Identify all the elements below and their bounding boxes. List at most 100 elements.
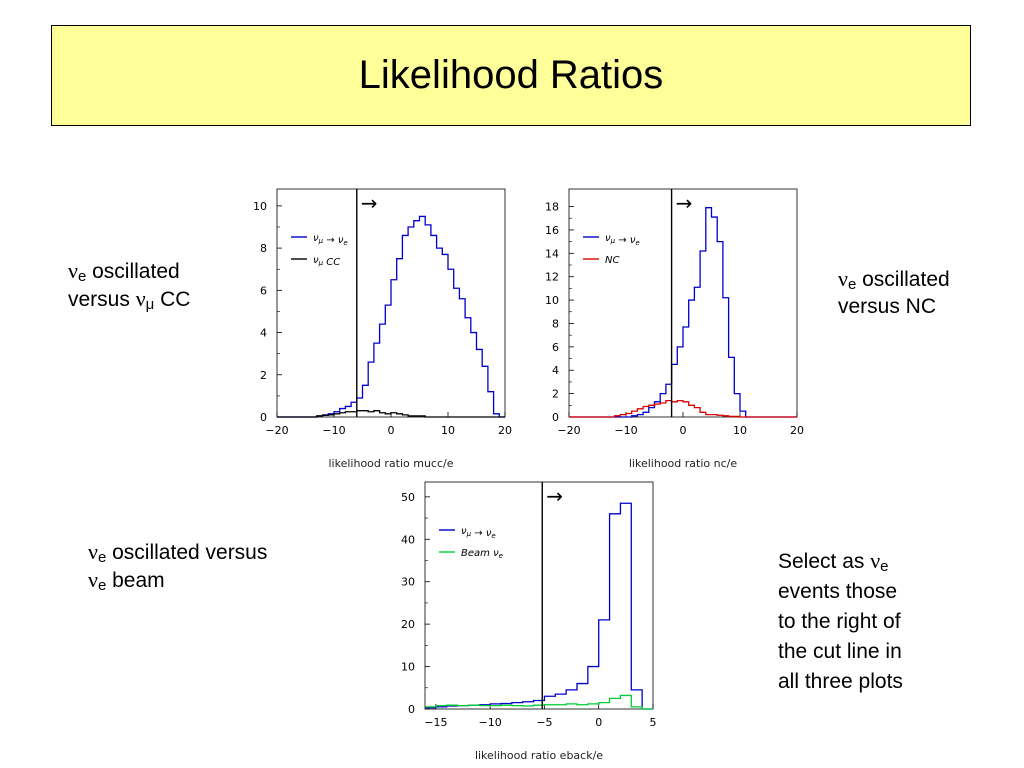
legend-label-part: μ — [318, 259, 324, 267]
caption-text: all three plots — [778, 670, 903, 693]
legend-label-part: ν — [461, 526, 467, 537]
y-tick-label: 40 — [401, 533, 415, 546]
y-tick-label: 14 — [545, 247, 559, 260]
legend-label-part: e — [343, 239, 347, 247]
subscript: e — [97, 549, 107, 566]
subscript: e — [77, 268, 87, 285]
y-tick-label: 0 — [260, 411, 267, 424]
legend-label: Beam νe — [461, 548, 503, 560]
subscript: e — [97, 577, 107, 594]
legend-label-part: ν — [338, 235, 344, 246]
legend-label-part: e — [491, 532, 495, 540]
legend-label-part: → — [323, 235, 338, 246]
legend-label-part: ν — [605, 233, 611, 244]
y-tick-label: 16 — [545, 224, 559, 237]
x-tick-label: 5 — [650, 716, 657, 729]
legend-label-part: μ — [466, 530, 472, 538]
x-tick-label: 10 — [441, 424, 455, 437]
histogram-series — [569, 207, 797, 418]
nu-symbol: ν — [88, 539, 98, 564]
caption-text: CC — [154, 288, 191, 311]
x-tick-label: 0 — [680, 424, 687, 437]
caption-text: events those — [778, 580, 898, 603]
legend-label-part: ν — [486, 528, 492, 539]
nu-symbol: ν — [870, 548, 881, 573]
x-axis-label: likelihood ratio nc/e — [629, 457, 737, 470]
y-tick-label: 50 — [401, 491, 415, 504]
caption-text: oscillated — [86, 260, 180, 283]
y-tick-label: 4 — [260, 327, 267, 340]
caption-nue-vs-beam: νe oscillated versus νe beam — [88, 538, 267, 594]
legend-label: NC — [605, 255, 619, 266]
caption-nue-vs-numucc: νe oscillated versus νμ CC — [68, 257, 190, 313]
x-tick-label: −20 — [557, 424, 580, 437]
legend-label-part: Beam — [461, 548, 493, 559]
x-tick-label: −15 — [424, 716, 447, 729]
legend-label-part: NC — [605, 255, 619, 266]
legend-label-part: ν — [493, 548, 499, 559]
y-tick-label: 0 — [552, 411, 559, 424]
x-tick-label: −10 — [322, 424, 345, 437]
legend-label-part: → — [471, 528, 486, 539]
y-tick-label: 2 — [260, 369, 267, 382]
slide-title: Likelihood Ratios — [358, 53, 664, 97]
x-tick-label: −5 — [536, 716, 552, 729]
legend-label-part: → — [615, 235, 630, 246]
x-axis-label: likelihood ratio mucc/e — [329, 457, 454, 470]
y-tick-label: 10 — [253, 200, 267, 213]
y-tick-label: 8 — [260, 242, 267, 255]
x-tick-label: 20 — [790, 424, 804, 437]
caption-text: to the right of — [778, 610, 901, 633]
cut-arrow: → — [361, 191, 378, 215]
caption-text: oscillated — [856, 268, 950, 291]
legend-label: νμ CC — [313, 255, 340, 268]
histogram-series — [425, 694, 653, 710]
x-tick-label: −20 — [265, 424, 288, 437]
legend-label-part: μ — [318, 237, 324, 245]
caption-text: beam — [106, 569, 165, 592]
subscript: e — [880, 558, 889, 575]
x-tick-label: 20 — [498, 424, 512, 437]
y-tick-label: 30 — [401, 576, 415, 589]
legend-label: νμ → νe — [461, 526, 496, 540]
y-tick-label: 4 — [552, 364, 559, 377]
histogram-series — [569, 399, 797, 418]
legend-label-part: e — [499, 552, 503, 560]
nu-symbol: ν — [135, 286, 146, 311]
y-tick-label: 10 — [401, 661, 415, 674]
cut-arrow: → — [676, 191, 693, 215]
legend-label-part: CC — [323, 257, 340, 268]
caption-text: versus — [68, 288, 136, 311]
histogram-nc: 0 2 4 6 8 10 12 14 16 18 −20 −10 0 10 20 likelihood rat… — [545, 188, 804, 470]
histogram-series — [277, 215, 505, 418]
caption-text: versus NC — [838, 295, 937, 318]
y-tick-label: 2 — [552, 388, 559, 401]
histogram-eback: 0 10 20 30 40 50 −15 −10 −5 0 5 likelihood ratio eb… — [401, 481, 657, 762]
y-tick-label: 6 — [260, 284, 267, 297]
legend-label-part: ν — [630, 235, 636, 246]
plot-frame — [424, 481, 654, 710]
cut-arrow: → — [546, 484, 563, 508]
slide-title-box: Likelihood Ratios — [51, 25, 971, 126]
legend-label-part: e — [635, 239, 639, 247]
x-axis-label: likelihood ratio eback/e — [475, 749, 603, 762]
caption-text: Select as — [778, 550, 871, 573]
y-tick-label: 8 — [552, 317, 559, 330]
plot-frame — [568, 188, 798, 418]
x-tick-label: 0 — [595, 716, 602, 729]
nu-symbol: ν — [68, 258, 78, 283]
legend-label-part: μ — [610, 237, 616, 245]
subscript: e — [847, 276, 857, 293]
legend-label: νμ → νe — [313, 233, 348, 247]
caption-text: oscillated versus — [106, 541, 268, 564]
x-tick-label: −10 — [614, 424, 637, 437]
y-tick-label: 12 — [545, 271, 559, 284]
y-tick-label: 10 — [545, 294, 559, 307]
nu-symbol: ν — [838, 266, 848, 291]
caption-nue-vs-nc: νe oscillated versus NC — [838, 265, 950, 320]
x-tick-label: −10 — [479, 716, 502, 729]
y-tick-label: 0 — [408, 703, 415, 716]
legend-label-part: ν — [313, 233, 319, 244]
y-tick-label: 20 — [401, 618, 415, 631]
histogram-series — [277, 410, 505, 418]
